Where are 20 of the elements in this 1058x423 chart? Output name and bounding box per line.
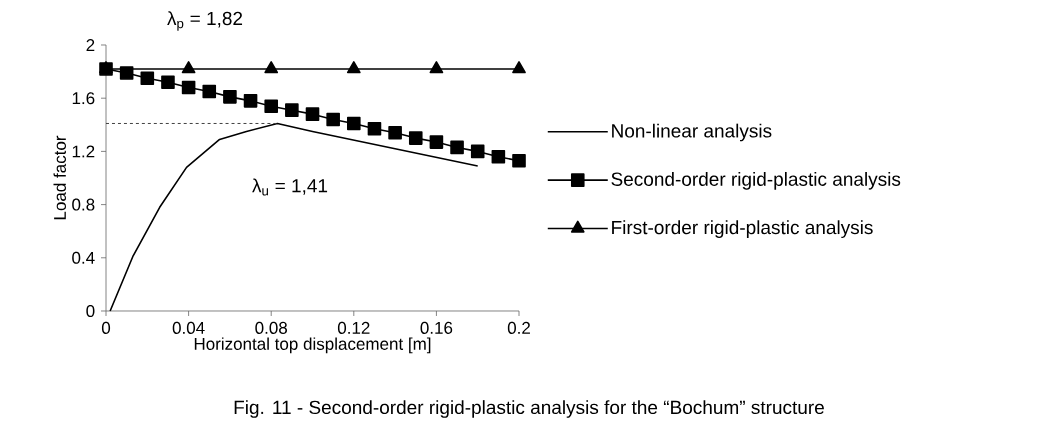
legend-label: Second-order rigid-plastic analysis	[611, 171, 901, 190]
y-tick-label: 0.8	[72, 198, 95, 211]
x-axis-title: Horizontal top displacement [m]	[194, 337, 431, 354]
caption: Fig. 11 - Second-order rigid-plastic analysis for the “Bochum” structure	[234, 400, 824, 418]
text: λ$_{p}$ = 1,82	[167, 11, 243, 31]
annotation: λ$_{u}$ = 1,41	[252, 178, 328, 196]
legend-label: Non-linear analysis	[612, 123, 772, 142]
y-tick-label: 1.6	[72, 92, 95, 105]
x-tick-label: 0	[101, 321, 111, 334]
x-tick-label: 0.2	[507, 321, 530, 334]
y-tick-label: 0.4	[72, 251, 95, 264]
y-tick-label: 1.2	[72, 145, 95, 158]
legend-label: First-order rigid-plastic analysis	[612, 220, 873, 238]
y-tick-label: 0	[86, 304, 95, 318]
x-tick-label: 0.04	[172, 321, 205, 334]
y-tick-label: 2	[86, 39, 95, 51]
y-axis-title: Load factor	[53, 135, 66, 220]
x-tick-label: 0.08	[255, 321, 288, 334]
x-tick-label: 0.12	[337, 321, 370, 334]
x-tick-label: 0.16	[420, 321, 453, 334]
